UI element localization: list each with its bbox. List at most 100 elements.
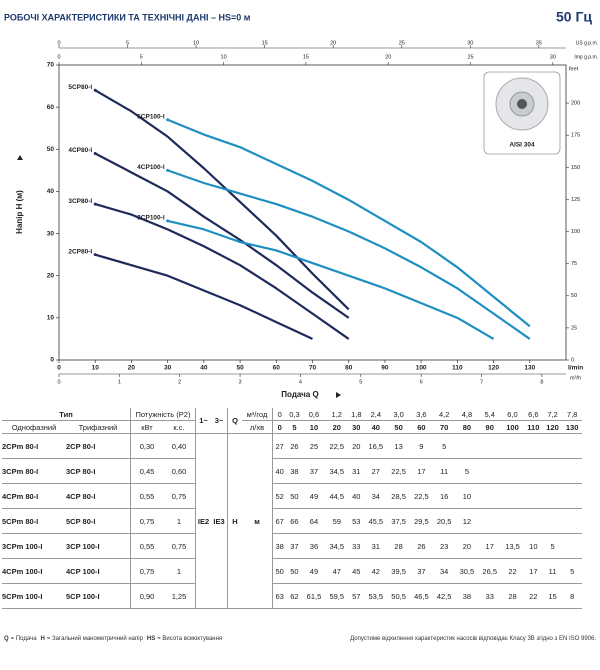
footer: Q = Подача H = Загальний манометричний напі… [4,636,596,642]
head-value [542,508,563,534]
header-cell: л/хв [242,420,273,434]
header-cell: Однофазний [2,420,66,434]
secondary-tick-label: 8 [540,379,543,385]
head-value: 5 [432,433,456,459]
secondary-tick-label: 6 [420,379,423,385]
table-row: 4CPm 80-I 4CP 80-I 0,55 0,75 52 50 49 44,5 40 34 2… [2,483,582,509]
flow-m3h: 1,2 [325,408,349,421]
x-tick-label: 70 [309,365,317,372]
flow-m3h: 3,0 [387,408,410,421]
secondary-tick-label: 125 [571,197,580,203]
table-row: 4CPm 100-I 4CP 100-I 0,75 1 50 50 49 47 45 42 39,5… [2,558,582,584]
arrow [17,155,23,160]
image-caption: AISI 304 [509,142,535,149]
head-value: 30,5 [455,558,479,584]
model-single: 4CPm 80-I [2,483,66,509]
flow-lmin: 80 [455,420,479,434]
head-value: 28 [387,533,410,559]
head-value: 22,5 [325,433,349,459]
model-single: 3CPm 100-I [2,533,66,559]
head-value: 37 [409,558,433,584]
x-tick-label: 20 [128,365,136,372]
flow-lmin: 100 [501,420,524,434]
secondary-tick-label: 100 [571,229,580,235]
curve-start [166,168,170,172]
head-value [478,458,502,484]
secondary-unit: Imp g.p.m. [574,54,598,60]
secondary-tick-label: 35 [536,40,542,46]
flow-m3h: 6,0 [501,408,524,421]
head-value: 59 [325,508,349,534]
header-cell: к.с. [163,420,196,434]
head-value: 42,5 [432,583,456,609]
flow-m3h: 4,8 [455,408,479,421]
secondary-tick-label: 50 [571,293,577,299]
x-tick-label: 110 [452,365,463,372]
head-unit: м [242,433,273,609]
flow-m3h: 3,6 [409,408,433,421]
head-value: 53,5 [364,583,388,609]
flow-lmin: 30 [348,420,365,434]
secondary-tick-label: 20 [385,54,391,60]
model-three: 4CP 80-I [66,483,131,509]
model-three: 4CP 100-I [66,558,131,584]
impeller-image [483,71,561,155]
curve-label: 4CP100-I [137,164,165,171]
curve-label: 3CP80-I [68,198,92,205]
head-value [523,483,543,509]
y-tick-label: 60 [47,104,55,111]
y-tick-label: 20 [47,272,55,279]
head-value: 40 [272,458,287,484]
x-tick-label: 40 [200,365,208,372]
header-cell: Q [227,408,242,434]
head-value: 46,5 [409,583,433,609]
flow-lmin: 120 [542,420,563,434]
curve-label: 3CP100-I [137,215,165,222]
model-single: 3CPm 80-I [2,458,66,484]
flow-lmin: 5 [286,420,303,434]
head-value: 10 [523,533,543,559]
head-value [562,508,582,534]
head-value [455,433,479,459]
head-value: 16,5 [364,433,388,459]
secondary-tick-label: 0 [57,379,60,385]
secondary-tick-label: 2 [178,379,181,385]
table-row: Однофазний Трифазний кВт к.с. л/хв 0 5 10 20 30 40… [2,420,582,434]
x-tick-label: 80 [345,365,353,372]
head-value [542,458,563,484]
head-value [562,433,582,459]
secondary-tick-label: 175 [571,133,580,139]
head-value: 50 [286,483,303,509]
legend-text: = Висота всмоктування [157,636,223,642]
title: РОБОЧІ ХАРАКТЕРИСТИКИ ТА ТЕХНІЧНІ ДАНІ –… [4,12,251,22]
x-tick-label: 10 [92,365,100,372]
legend-symbol: H [40,636,45,642]
head-value: 45,5 [364,508,388,534]
flow-lmin: 130 [562,420,582,434]
head-value: 12 [455,508,479,534]
head-value: 57 [348,583,365,609]
head-value: 26 [286,433,303,459]
secondary-unit: feet [569,66,579,72]
flow-m3h: 7,2 [542,408,563,421]
table-row: 3CPm 100-I 3CP 100-I 0,55 0,75 38 37 36 34,5 33 3… [2,533,582,559]
head-value: 20,5 [432,508,456,534]
flow-m3h: 0 [272,408,287,421]
curve-label: 5CP80-I [68,84,92,91]
head-value: 38 [455,583,479,609]
head-value: 40 [348,483,365,509]
head-value: 10 [455,483,479,509]
power-kw: 0,75 [130,508,163,534]
header-cell: Трифазний [66,420,131,434]
x-unit: l/min [568,365,583,372]
power-hp: 0,60 [163,458,196,484]
head-value: 23 [432,533,456,559]
head-value: 22,5 [387,458,410,484]
flow-m3h: 7,8 [562,408,582,421]
x-tick-label: 30 [164,365,172,372]
head-value: 39,5 [387,558,410,584]
head-value: 67 [272,508,287,534]
model-single: 2CPm 80-I [2,433,66,459]
curve [167,118,531,328]
